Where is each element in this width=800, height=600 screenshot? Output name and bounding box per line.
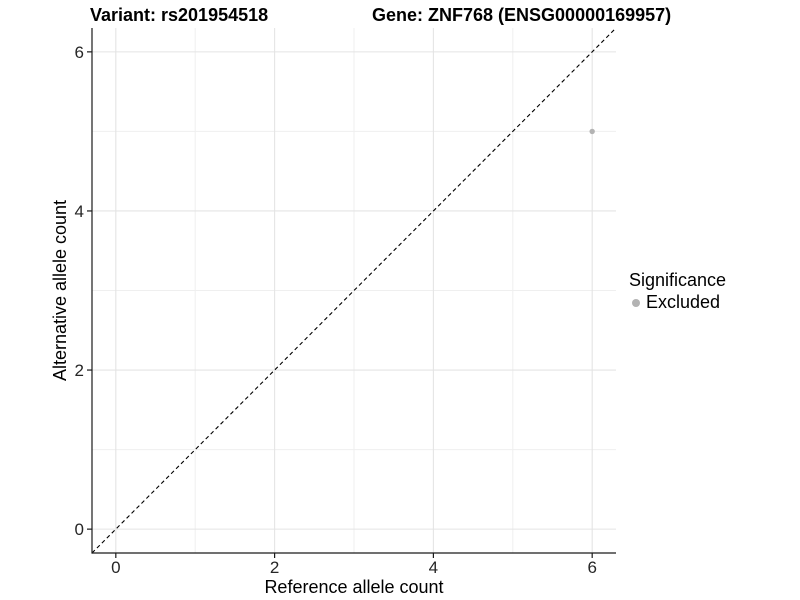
x-tick-label: 0 [111, 558, 120, 577]
x-tick-label: 6 [587, 558, 596, 577]
legend: Significance Excluded [629, 270, 726, 313]
y-tick-label: 2 [75, 361, 84, 380]
identity-dashed-line [91, 27, 617, 554]
data-point-excluded [589, 128, 595, 135]
x-axis-title: Reference allele count [264, 577, 444, 597]
legend-item-label: Excluded [646, 292, 721, 312]
legend-item-excluded: Excluded [629, 292, 726, 313]
legend-title: Significance [629, 270, 727, 290]
variant-title: Variant: rs201954518 [90, 5, 269, 25]
x-tick-label: 4 [429, 558, 438, 577]
y-tick-label: 6 [75, 43, 84, 62]
y-tick-label: 4 [75, 202, 84, 221]
y-tick-label: 0 [75, 520, 84, 539]
x-tick-label: 2 [270, 558, 279, 577]
excluded-point-swatch-icon [632, 298, 640, 307]
gene-title: Gene: ZNF768 (ENSG00000169957) [372, 5, 672, 25]
